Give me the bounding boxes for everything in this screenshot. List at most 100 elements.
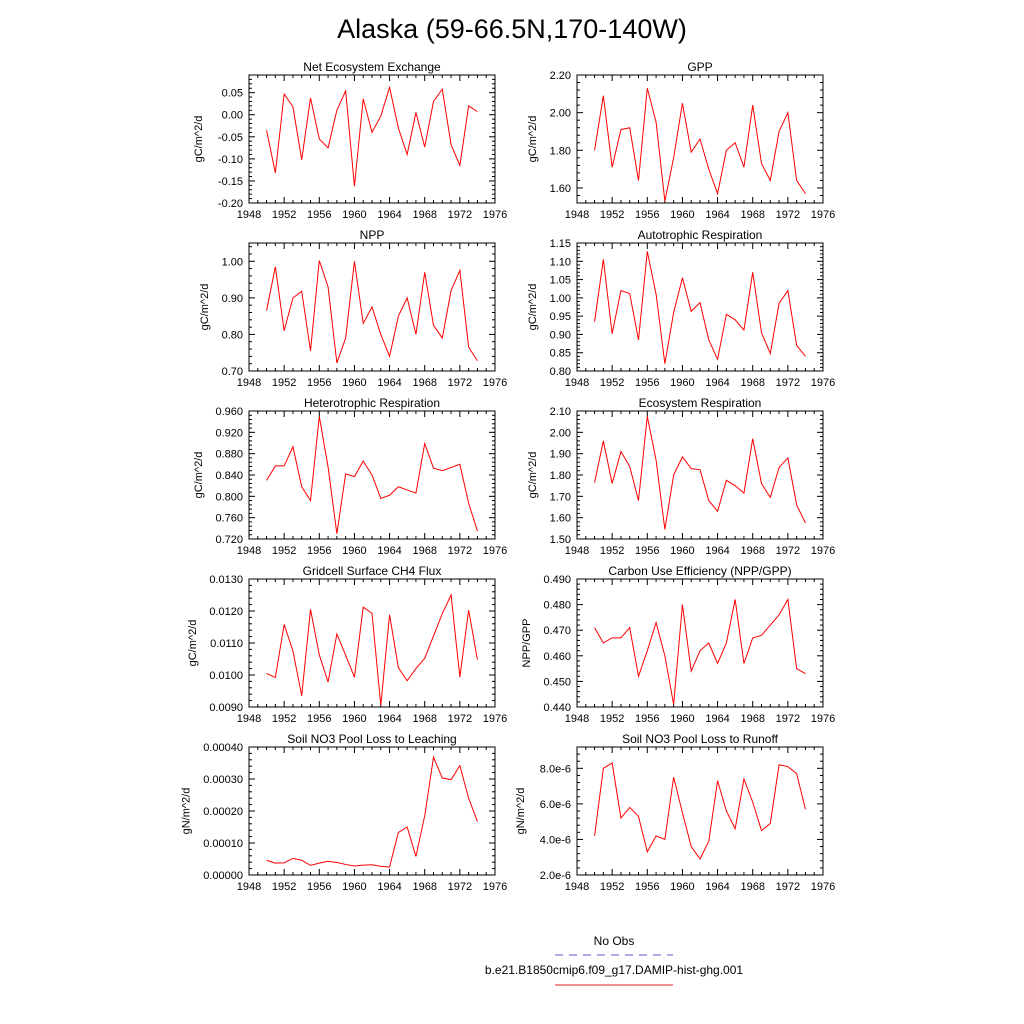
x-tick-label: 1972 — [776, 881, 800, 893]
y-tick-label: 0.800 — [215, 491, 243, 503]
x-tick-label: 1960 — [670, 881, 694, 893]
x-tick-label: 1952 — [272, 545, 296, 557]
plot-frame — [248, 578, 496, 708]
chart-panel: 1948 1952 1956 1960 1964 1968 1972 1976 0.80 0.85… — [527, 228, 835, 389]
panel-title: Ecosystem Respiration — [639, 396, 762, 410]
x-tick-label: 1964 — [705, 545, 729, 557]
y-tick-label: 1.60 — [550, 183, 571, 195]
x-tick-label: 1960 — [342, 881, 366, 893]
chart-panel: 1948 1952 1956 1960 1964 1968 1972 1976 0.0090 0.… — [187, 564, 507, 725]
y-tick-label: 0.440 — [543, 702, 571, 714]
y-tick-label: 6.0e-6 — [540, 799, 571, 811]
x-tick-label: 1960 — [342, 209, 366, 221]
legend-entry-label: b.e21.B1850cmip6.f09_g17.DAMIP-hist-ghg.… — [485, 963, 743, 977]
x-tick-label: 1956 — [635, 881, 659, 893]
x-tick-label: 1976 — [811, 209, 835, 221]
x-tick-label: 1956 — [635, 713, 659, 725]
y-tick-label: 0.0090 — [209, 702, 243, 714]
x-tick-label: 1960 — [670, 545, 694, 557]
figure-title: Alaska (59-66.5N,170-140W) — [337, 14, 687, 44]
y-tick-label: 0.95 — [550, 311, 571, 323]
x-tick-label: 1976 — [811, 377, 835, 389]
y-tick-label: 0.05 — [222, 88, 243, 100]
y-axis-label: gN/m^2/d — [181, 788, 193, 835]
panel-title: Soil NO3 Pool Loss to Runoff — [622, 732, 779, 746]
chart-panel: 1948 1952 1956 1960 1964 1968 1972 1976 0.70 0.80… — [199, 228, 507, 389]
y-tick-label: -0.10 — [218, 154, 243, 166]
x-tick-label: 1964 — [705, 209, 729, 221]
x-tick-label: 1964 — [705, 881, 729, 893]
x-tick-label: 1968 — [740, 377, 764, 389]
y-axis-label: gC/m^2/d — [193, 452, 205, 499]
x-tick-label: 1976 — [483, 713, 507, 725]
y-tick-label: 0.920 — [215, 427, 243, 439]
y-tick-label: 1.50 — [550, 534, 571, 546]
plot-frame — [576, 410, 824, 540]
x-tick-label: 1968 — [412, 209, 436, 221]
panel-title: Heterotrophic Respiration — [304, 396, 440, 410]
x-tick-label: 1952 — [272, 713, 296, 725]
x-tick-label: 1968 — [740, 545, 764, 557]
x-tick-label: 1976 — [811, 545, 835, 557]
series-line — [594, 762, 806, 860]
x-tick-label: 1952 — [600, 545, 624, 557]
y-tick-label: 0.00020 — [203, 806, 243, 818]
y-axis-label: NPP/GPP — [521, 619, 533, 668]
x-tick-label: 1972 — [776, 209, 800, 221]
y-tick-label: 0.00040 — [203, 742, 243, 754]
y-tick-label: 0.960 — [215, 406, 243, 418]
x-tick-label: 1952 — [600, 209, 624, 221]
y-axis-label: gC/m^2/d — [527, 452, 539, 499]
y-tick-label: 0.0120 — [209, 606, 243, 618]
y-tick-label: 0.470 — [543, 625, 571, 637]
chart-panel: 1948 1952 1956 1960 1964 1968 1972 1976 0.00000 0… — [181, 732, 508, 893]
panel-title: Gridcell Surface CH4 Flux — [303, 564, 442, 578]
y-tick-label: 0.760 — [215, 513, 243, 525]
x-tick-label: 1972 — [776, 545, 800, 557]
series-line — [594, 88, 806, 202]
chart-panel: 1948 1952 1956 1960 1964 1968 1972 1976 2.0e-6 4.… — [515, 732, 835, 893]
y-axis-label: gC/m^2/d — [187, 620, 199, 667]
x-tick-label: 1968 — [740, 881, 764, 893]
y-tick-label: 0.90 — [550, 329, 571, 341]
x-tick-label: 1948 — [237, 881, 261, 893]
y-axis-label: gC/m^2/d — [527, 284, 539, 331]
x-tick-label: 1976 — [483, 545, 507, 557]
x-tick-label: 1956 — [307, 713, 331, 725]
x-tick-label: 1976 — [483, 881, 507, 893]
series-line — [266, 416, 478, 534]
panel-title: Net Ecosystem Exchange — [303, 60, 441, 74]
x-tick-label: 1972 — [776, 377, 800, 389]
legend-entry-label: No Obs — [594, 934, 635, 948]
y-tick-label: 0.0130 — [209, 574, 243, 586]
x-tick-label: 1968 — [412, 881, 436, 893]
y-tick-label: 2.00 — [550, 427, 571, 439]
x-tick-label: 1960 — [342, 713, 366, 725]
y-tick-label: 0.480 — [543, 600, 571, 612]
y-axis-label: gC/m^2/d — [199, 284, 211, 331]
chart-panel: 1948 1952 1956 1960 1964 1968 1972 1976 -0.20 -0.… — [193, 60, 507, 221]
x-tick-label: 1976 — [483, 209, 507, 221]
x-tick-label: 1972 — [448, 881, 472, 893]
x-tick-label: 1948 — [565, 209, 589, 221]
y-axis-label: gC/m^2/d — [527, 116, 539, 163]
y-tick-label: 1.10 — [550, 256, 571, 268]
chart-panel: 1948 1952 1956 1960 1964 1968 1972 1976 1.50 1.60… — [527, 396, 835, 557]
x-tick-label: 1964 — [705, 713, 729, 725]
x-tick-label: 1972 — [448, 545, 472, 557]
x-tick-label: 1952 — [600, 881, 624, 893]
y-tick-label: 4.0e-6 — [540, 834, 571, 846]
panel-title: GPP — [687, 60, 712, 74]
series-line — [594, 416, 806, 530]
series-line — [266, 260, 478, 364]
panel-title: Carbon Use Efficiency (NPP/GPP) — [608, 564, 791, 578]
x-tick-label: 1972 — [448, 713, 472, 725]
plot-frame — [248, 746, 496, 876]
legend: No Obs b.e21.B1850cmip6.f09_g17.DAMIP-hi… — [485, 934, 743, 986]
x-tick-label: 1972 — [448, 209, 472, 221]
y-tick-label: 1.80 — [550, 145, 571, 157]
y-tick-label: 1.90 — [550, 449, 571, 461]
chart-panel: 1948 1952 1956 1960 1964 1968 1972 1976 0.440 0.4… — [521, 564, 835, 725]
x-tick-label: 1964 — [705, 377, 729, 389]
x-tick-label: 1972 — [448, 377, 472, 389]
